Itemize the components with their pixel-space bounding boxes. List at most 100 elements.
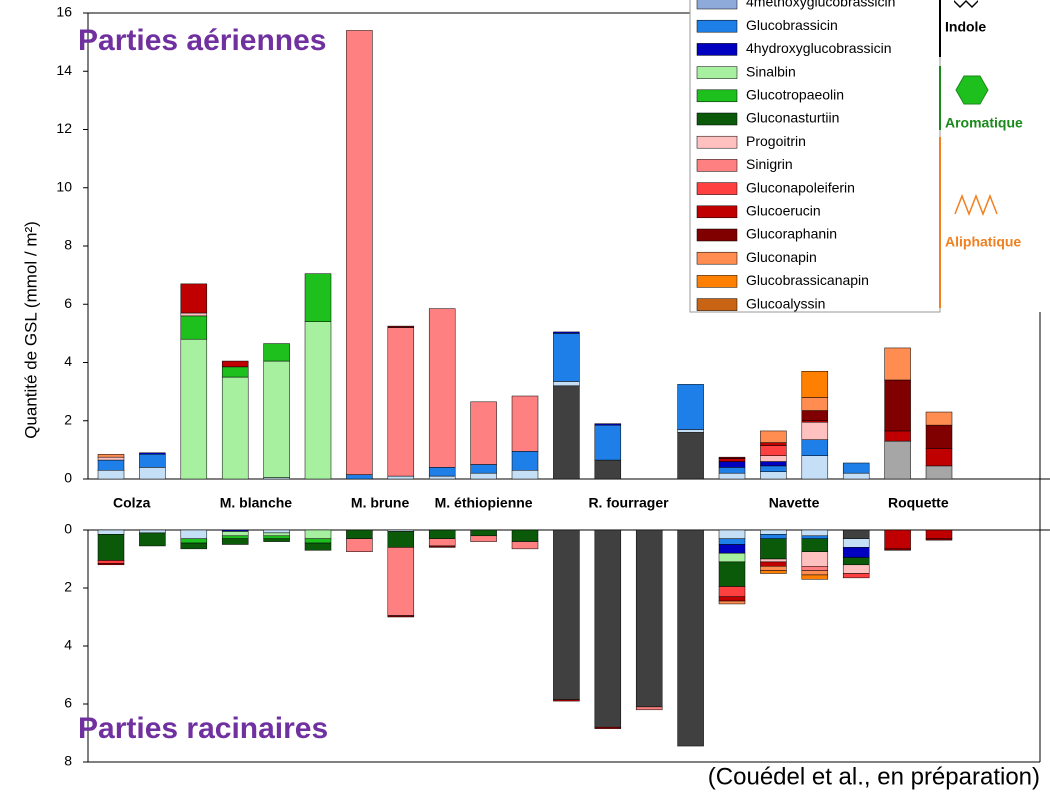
group-label: M. blanche <box>220 495 293 511</box>
legend-swatch <box>696 43 738 56</box>
bar-segment <box>884 548 911 551</box>
legend-label: Glucoalyssin <box>746 295 825 311</box>
bar-segment <box>718 600 746 605</box>
bar-segment <box>884 529 911 550</box>
bar-segment <box>511 451 539 471</box>
bar-segment <box>139 467 166 480</box>
bar-segment <box>139 452 166 455</box>
bar-segment <box>842 557 870 566</box>
bar-segment <box>801 566 829 571</box>
bar-segment <box>760 538 787 560</box>
legend-swatch <box>696 112 738 126</box>
legend: 4methoxyglucobrassicin Glucobrassicin 4hyd… <box>696 0 895 311</box>
bar-segment <box>304 542 332 551</box>
bar-segment <box>677 384 704 430</box>
bar-segment <box>677 429 704 433</box>
legend-swatch <box>696 298 738 311</box>
bar-segment <box>718 586 746 597</box>
group-label: M. éthiopienne <box>435 495 533 511</box>
bar-segment <box>842 573 870 579</box>
aliphatic-icon <box>954 193 998 217</box>
bar-segment <box>470 535 497 542</box>
bar-segment <box>801 574 829 580</box>
legend-group-label: Indole <box>945 19 986 35</box>
group-label: Roquette <box>888 495 949 511</box>
bar-segment <box>760 465 787 472</box>
bar-segment <box>263 360 290 478</box>
bar-segment <box>801 529 829 537</box>
bar-segment <box>594 424 622 461</box>
bar-segment <box>801 535 829 539</box>
indole-icon <box>954 0 978 8</box>
bar-segment <box>387 615 415 618</box>
bar-segment <box>97 534 125 561</box>
legend-label: Sinigrin <box>746 156 793 172</box>
bar-segment <box>511 529 539 542</box>
bar-segment <box>180 315 208 340</box>
bar-segment <box>677 432 704 480</box>
bar-segment <box>180 542 208 550</box>
bar-segment <box>594 423 622 426</box>
bar-segment <box>263 535 290 539</box>
bar-segment <box>842 538 870 548</box>
bar-segment <box>346 538 373 553</box>
legend-swatch <box>696 251 738 265</box>
bar-segment <box>801 397 829 411</box>
group-label: Colza <box>113 495 151 511</box>
bar-segment <box>221 535 249 539</box>
bar-segment <box>760 461 787 467</box>
legend-label: 4hydroxyglucobrassicin <box>746 40 892 56</box>
bar-segment <box>387 475 415 480</box>
bar-segment <box>97 529 125 535</box>
annotation: Parties aériennes <box>78 24 326 57</box>
legend-swatch <box>696 0 738 10</box>
bar-segment <box>221 538 249 545</box>
y-tick-label: 2 <box>64 411 72 427</box>
y-tick-label: 6 <box>64 295 72 311</box>
y2-tick-label: 6 <box>64 695 72 711</box>
bar-segment <box>180 538 208 544</box>
legend-label: Glucobrassicin <box>746 17 838 33</box>
y-tick-label: 4 <box>64 353 72 369</box>
bar-segment <box>553 699 580 702</box>
bar-segment <box>801 538 829 553</box>
bars <box>97 30 953 747</box>
legend-label: Glucoerucin <box>746 203 821 219</box>
bar-segment <box>139 529 166 534</box>
bar-segment <box>925 424 953 449</box>
bar-segment <box>553 385 580 480</box>
y-tick-label: 8 <box>64 237 72 253</box>
bar-segment <box>842 462 870 474</box>
bar-segment <box>387 327 415 477</box>
legend-label: 4methoxyglucobrassicin <box>746 0 895 10</box>
bar-segment <box>801 551 829 567</box>
bar-segment <box>221 360 249 368</box>
bar-segment <box>346 474 373 480</box>
legend-group-label: Aliphatique <box>945 234 1021 250</box>
bar-segment <box>718 456 746 459</box>
bar-segment <box>760 430 787 443</box>
bar-segment <box>842 529 870 539</box>
y2-tick-label: 4 <box>64 637 72 653</box>
bar-segment <box>139 532 166 547</box>
bar-segment <box>180 338 208 480</box>
legend-swatch <box>696 66 738 79</box>
annotation: Parties racinaires <box>78 712 328 745</box>
bar-segment <box>221 366 249 378</box>
legend-swatch <box>696 135 738 149</box>
bar-segment <box>801 421 829 440</box>
y2-tick-label: 8 <box>64 753 72 769</box>
bar-segment <box>139 453 166 468</box>
y2-tick-label: 0 <box>64 521 72 537</box>
y-tick-label: 0 <box>64 470 72 486</box>
y-tick-label: 10 <box>56 178 72 194</box>
group-label: Navette <box>769 495 820 511</box>
bar-segment <box>304 538 332 544</box>
bar-segment <box>346 30 373 475</box>
bar-segment <box>553 529 580 700</box>
bar-segment <box>594 529 622 728</box>
legend-swatch <box>696 275 738 288</box>
bar-segment <box>801 410 829 421</box>
bar-segment <box>180 312 208 317</box>
